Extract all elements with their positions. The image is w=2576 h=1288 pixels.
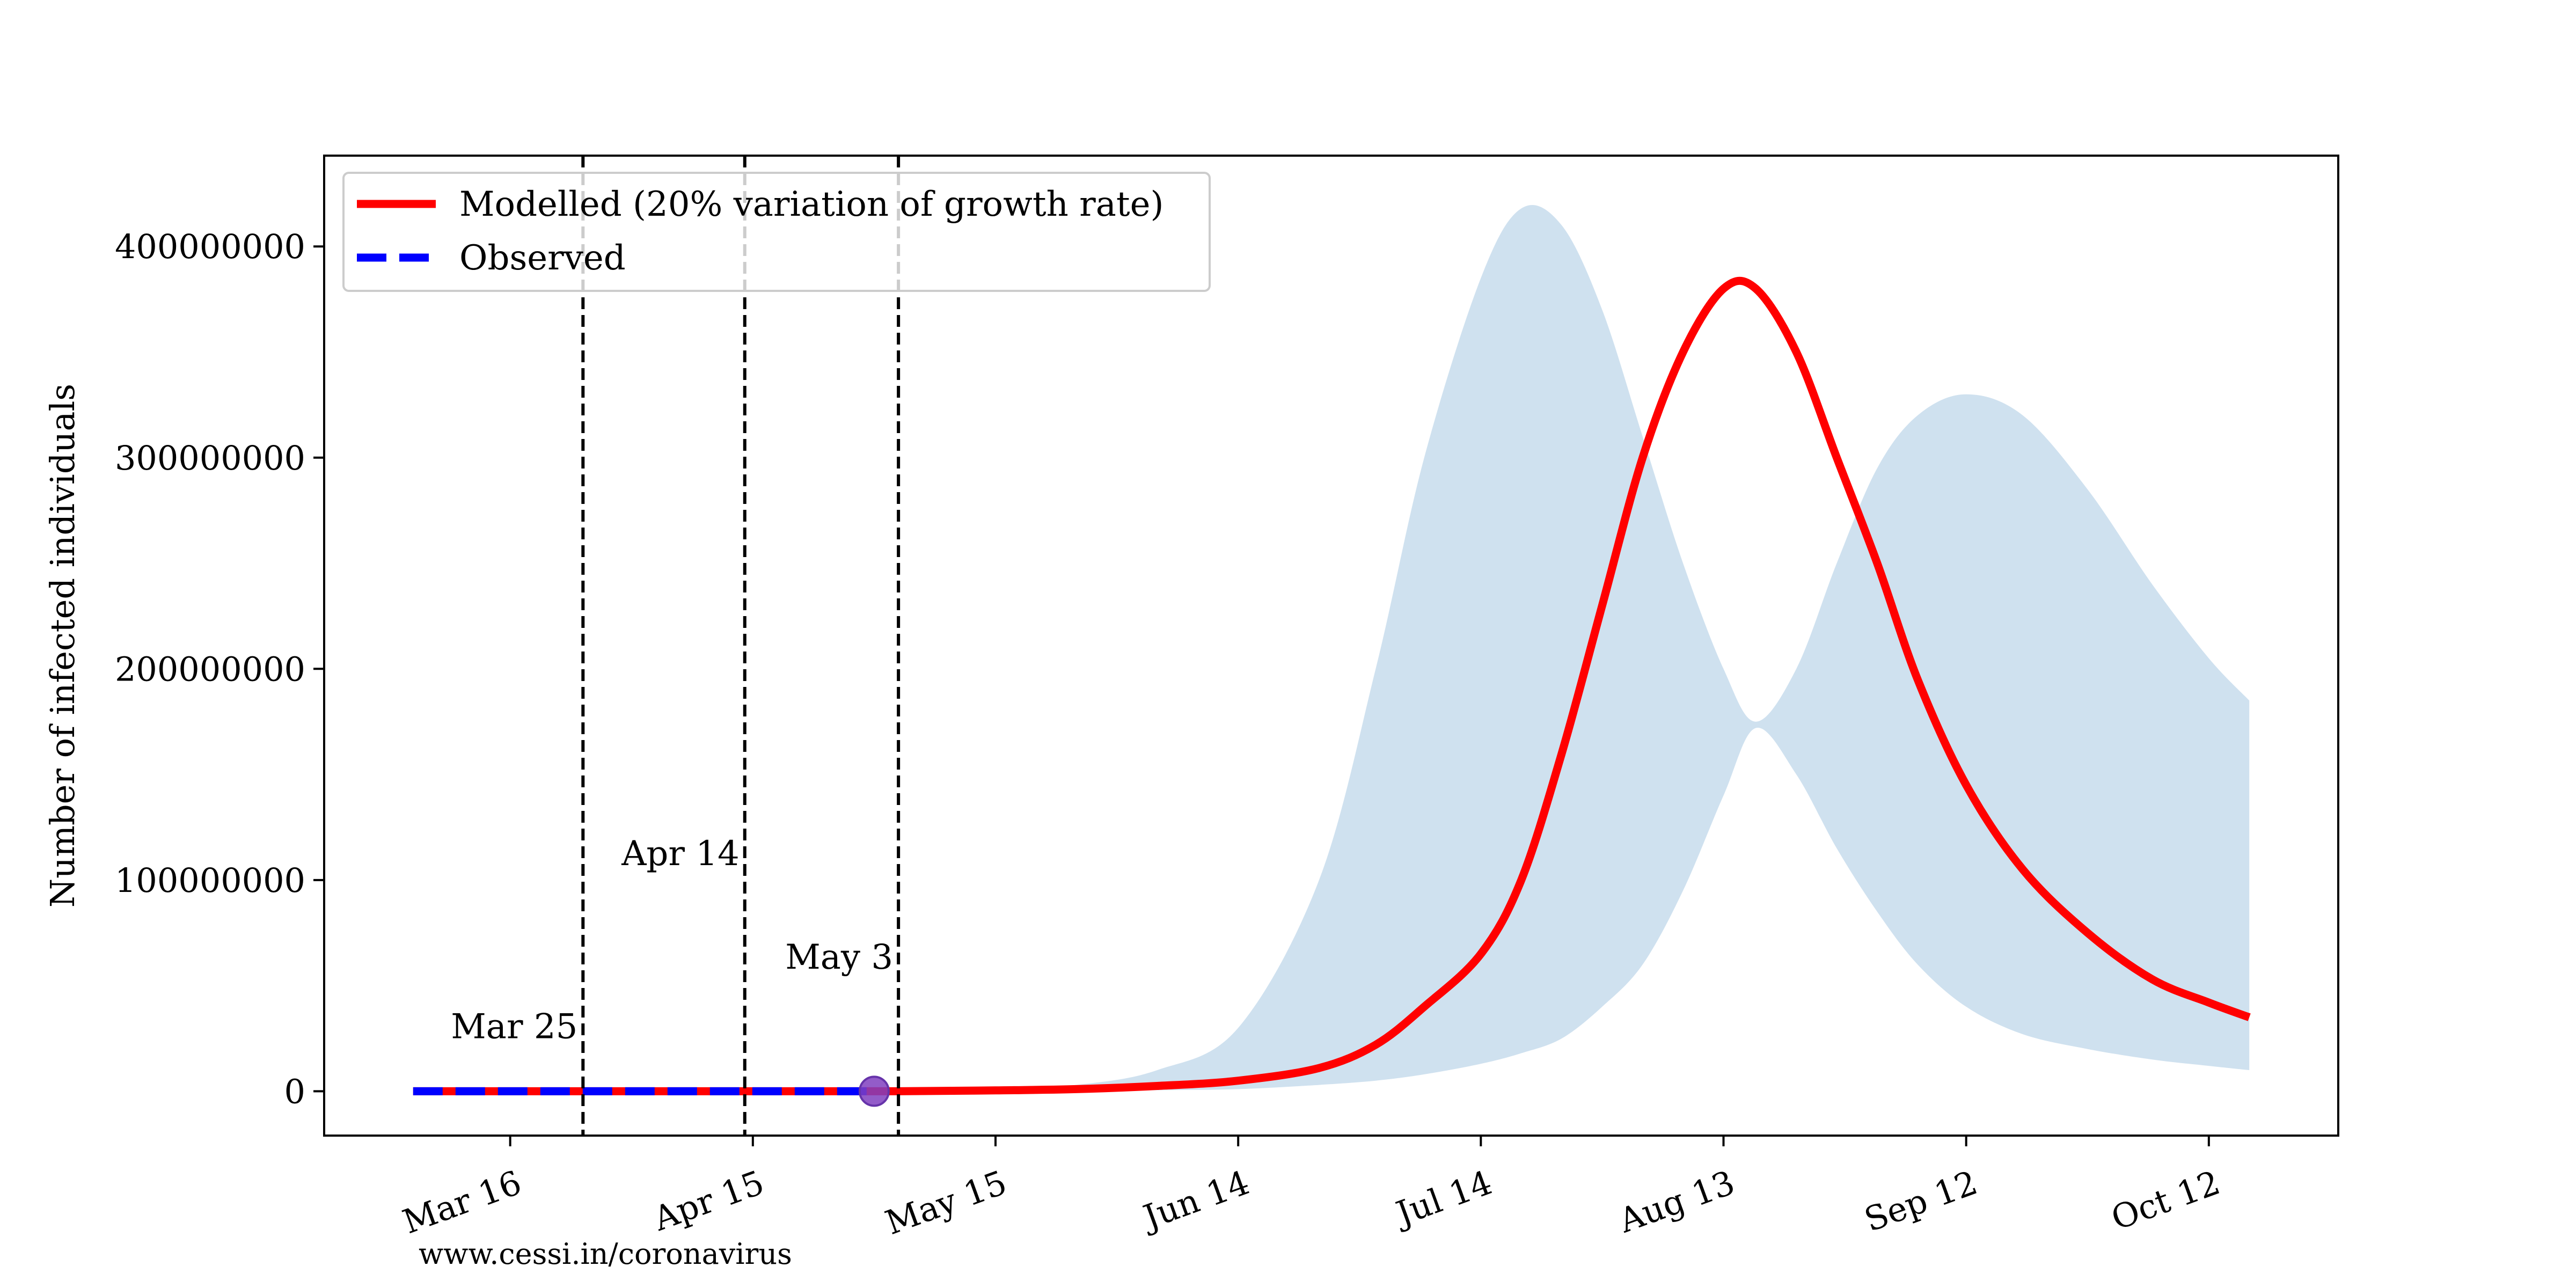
modelled-line — [413, 276, 2251, 1095]
event-label-2: Apr 14 — [621, 834, 740, 874]
annotation-layer: Mar 25 Apr 14 May 3 — [451, 834, 893, 1047]
event-lines-layer — [581, 156, 901, 1136]
plot-frame — [323, 155, 2339, 1137]
y-tick-label-3: 200000000 — [115, 649, 305, 689]
uncertainty-band — [413, 204, 2250, 1092]
observed-end-marker — [858, 1075, 890, 1107]
event-label-3: May 3 — [785, 938, 893, 977]
y-axis-label: Number of infected individuals — [43, 384, 82, 908]
y-tick-label-5: 400000000 — [115, 227, 305, 266]
y-axis: 0 100000000 200000000 300000000 400000000 — [115, 227, 324, 1111]
y-tick-label-4: 300000000 — [115, 438, 305, 478]
y-tick-label-1: 0 — [284, 1072, 305, 1111]
series-layer — [413, 276, 2251, 1107]
legend: Modelled (20% variation of growth rate) O… — [342, 172, 1211, 292]
legend-box — [342, 172, 1211, 292]
y-tick-label-2: 100000000 — [115, 861, 305, 900]
legend-label-1: Modelled (20% variation of growth rate) — [459, 185, 1163, 224]
legend-label-2: Observed — [459, 238, 626, 278]
event-label-1: Mar 25 — [451, 1007, 577, 1047]
footer-url: www.cessi.in/coronavirus — [419, 1237, 792, 1271]
uncertainty-band-layer — [413, 204, 2250, 1092]
